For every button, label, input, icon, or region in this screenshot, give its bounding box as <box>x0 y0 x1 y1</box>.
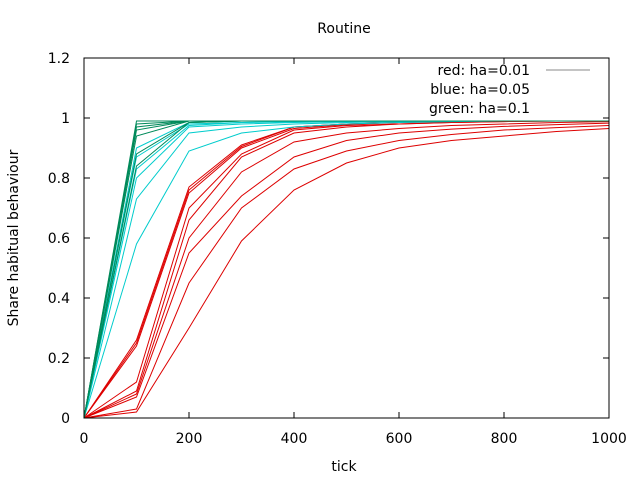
y-tick-label: 0.8 <box>48 171 70 187</box>
series-line-red-2 <box>83 122 610 419</box>
series-layer <box>83 120 610 419</box>
x-tick-label: 200 <box>176 431 203 447</box>
legend: red: ha=0.01 blue: ha=0.05 green: ha=0.1 <box>429 63 590 117</box>
x-tick-label: 800 <box>491 431 518 447</box>
y-tick-label: 1.2 <box>48 51 70 67</box>
plot-frame <box>83 57 610 419</box>
series-line-red-1 <box>83 125 610 419</box>
chart-title: Routine <box>317 21 370 37</box>
x-tick-label: 1000 <box>591 431 627 447</box>
x-tick-label: 400 <box>281 431 308 447</box>
legend-label: green: ha=0.1 <box>429 101 530 117</box>
series-line-red-0 <box>83 128 610 419</box>
series-line-red-3 <box>83 121 610 419</box>
x-axis-label: tick <box>331 459 357 475</box>
legend-label: blue: ha=0.05 <box>430 82 530 98</box>
y-tick-label: 1 <box>61 111 70 127</box>
y-tick-label: 0.2 <box>48 351 70 367</box>
x-tick-label: 0 <box>80 431 89 447</box>
legend-label: red: ha=0.01 <box>438 63 530 79</box>
y-tick-label: 0.4 <box>48 291 70 307</box>
x-tick-label: 600 <box>386 431 413 447</box>
y-tick-label: 0 <box>61 411 70 427</box>
y-tick-label: 0.6 <box>48 231 70 247</box>
y-axis-label: Share habitual behaviour <box>6 149 22 326</box>
series-line-green-21 <box>83 120 609 419</box>
